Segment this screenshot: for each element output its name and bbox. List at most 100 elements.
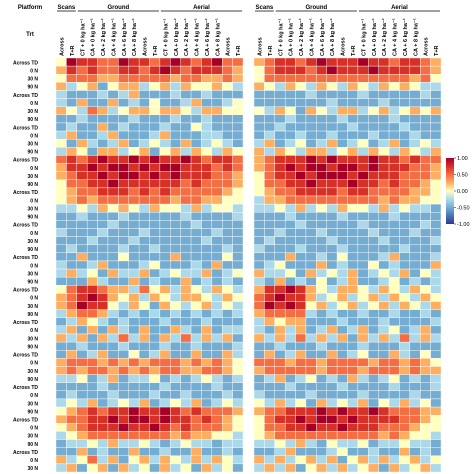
heatmap-cell — [305, 195, 317, 205]
heatmap-cell — [305, 268, 317, 278]
heatmap-cell — [66, 366, 77, 375]
heatmap-cell — [190, 106, 202, 116]
heatmap-cell — [420, 463, 431, 473]
heatmap-cell — [107, 195, 119, 205]
heatmap-cell — [118, 252, 129, 262]
heatmap-cell — [180, 333, 192, 343]
heatmap-cell — [232, 122, 244, 132]
heatmap-cell — [347, 268, 359, 278]
heatmap-cell — [170, 106, 181, 116]
heatmap-cell — [128, 163, 140, 172]
heatmap-cell — [284, 390, 296, 400]
heatmap-cell — [76, 82, 88, 91]
heatmap-cell — [222, 90, 233, 99]
heatmap-cell — [66, 317, 77, 327]
heatmap-cell — [170, 244, 181, 254]
heatmap-cell — [76, 163, 88, 172]
heatmap-cell — [128, 244, 140, 254]
heatmap-cell — [336, 301, 348, 310]
heatmap-cell — [86, 187, 98, 197]
heatmap-cell — [368, 130, 379, 140]
column-label: T+R — [268, 45, 274, 56]
heatmap-cell — [211, 195, 223, 205]
heatmap-cell — [264, 236, 275, 245]
platform-label: Platform — [18, 5, 42, 11]
heatmap-cell — [316, 341, 327, 351]
heatmap-cell — [264, 439, 275, 448]
heatmap-cell — [55, 285, 67, 294]
heatmap-cell — [55, 147, 67, 156]
heatmap-cell — [430, 390, 442, 400]
row-label: Across TD — [13, 158, 38, 164]
heatmap-cell — [170, 317, 181, 327]
heatmap-cell — [159, 171, 171, 180]
heatmap-cell — [378, 220, 390, 229]
heatmap-cell — [190, 309, 202, 318]
heatmap-cell — [305, 114, 317, 124]
heatmap-cell — [97, 138, 109, 148]
heatmap-cell — [420, 155, 431, 164]
heatmap-cell — [76, 382, 88, 392]
heatmap-cell — [295, 333, 307, 343]
heatmap-cell — [86, 179, 98, 189]
heatmap-cell — [274, 358, 286, 367]
heatmap-cell — [357, 171, 369, 180]
heatmap-cell — [222, 65, 233, 75]
heatmap-cell — [55, 439, 67, 448]
heatmap-cell — [232, 57, 244, 67]
heatmap-cell — [55, 220, 67, 229]
heatmap-cell — [409, 439, 421, 448]
heatmap-cell — [305, 90, 317, 99]
heatmap-cell — [232, 309, 244, 318]
column-label: CA + 4 kg ha⁻¹ — [308, 18, 315, 56]
heatmap-cell — [118, 114, 129, 124]
heatmap-cell — [55, 260, 67, 270]
heatmap-cell — [107, 350, 119, 359]
heatmap-cell — [274, 74, 286, 83]
heatmap-cell — [368, 260, 379, 270]
heatmap-cell — [253, 187, 265, 197]
heatmap-cell — [66, 285, 77, 294]
heatmap-cell — [190, 260, 202, 270]
heatmap-cell — [55, 390, 67, 400]
heatmap-cell — [253, 163, 265, 172]
column-label: CA + 8 kg ha⁻¹ — [214, 18, 221, 56]
heatmap-cell — [55, 293, 67, 302]
heatmap-cell — [138, 155, 150, 164]
heatmap-cell — [409, 276, 421, 286]
heatmap-cell — [253, 195, 265, 205]
heatmap-cell — [190, 130, 202, 140]
heatmap-cell — [97, 431, 109, 440]
heatmap-cell — [316, 268, 327, 278]
heatmap-cell — [274, 317, 286, 327]
heatmap-cell — [128, 65, 140, 75]
heatmap-cell — [76, 463, 88, 473]
heatmap-cell — [264, 244, 275, 254]
heatmap-cell — [316, 236, 327, 245]
column-label: Across — [59, 37, 65, 56]
heatmap-cell — [222, 463, 233, 473]
heatmap-cell — [368, 276, 379, 286]
heatmap-cell — [201, 252, 213, 262]
row-label: 30 N — [27, 77, 38, 83]
heatmap-cell — [97, 382, 109, 392]
row-label: 30 N — [27, 401, 38, 407]
heatmap-cell — [368, 138, 379, 148]
row-label: 90 N — [27, 182, 38, 188]
heatmap-cell — [305, 390, 317, 400]
heatmap-cell — [409, 333, 421, 343]
heatmap-cell — [190, 374, 202, 383]
heatmap-cell — [305, 106, 317, 116]
heatmap-cell — [222, 398, 233, 408]
heatmap-cell — [232, 155, 244, 164]
column-label: CA + 0 kg ha⁻¹ — [173, 18, 180, 56]
heatmap-cell — [232, 130, 244, 140]
heatmap-cell — [149, 431, 161, 440]
heatmap-cell — [180, 244, 192, 254]
heatmap-cell — [284, 317, 296, 327]
row-label: 30 N — [27, 369, 38, 375]
heatmap-cell — [232, 179, 244, 189]
heatmap-cell — [430, 406, 442, 416]
heatmap-cell — [149, 114, 161, 124]
heatmap-cell — [357, 65, 369, 75]
